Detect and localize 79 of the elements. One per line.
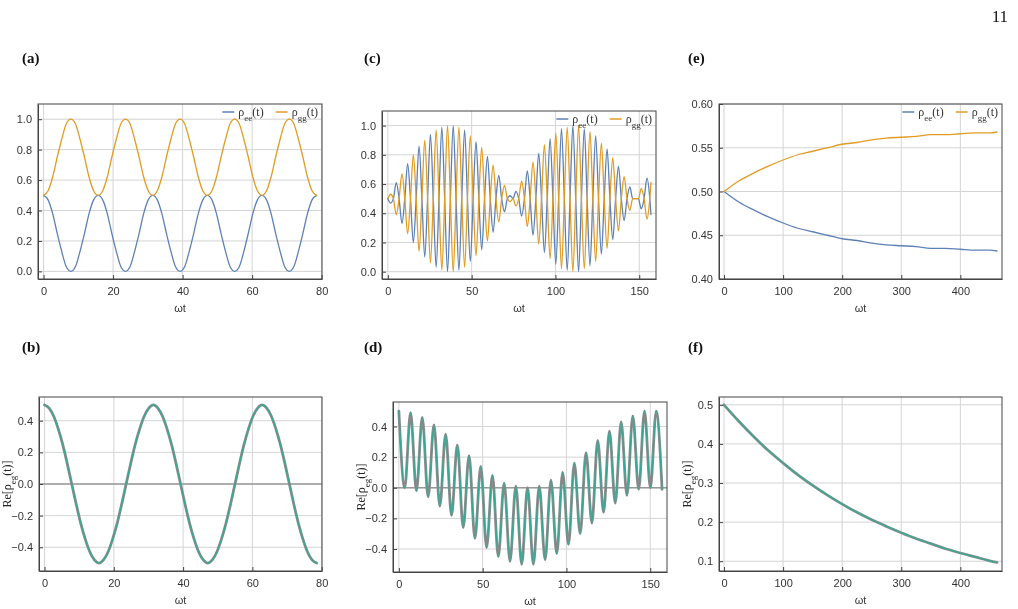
y-tick-label: 0.4 [17,414,33,427]
x-tick-label: 400 [951,576,971,589]
x-tick-label: 150 [630,284,649,297]
x-tick-label: 400 [951,284,971,297]
x-axis-title: ωt [854,302,867,314]
x-tick-label: 0 [721,576,728,589]
y-tick-label: 0.50 [691,185,713,198]
chart-title: (c) [364,50,381,67]
text: 11 [991,7,1008,26]
y-tick-label: 0.45 [691,229,713,242]
y-tick-label: 0.0 [16,265,32,278]
y-tick-label: 0.0 [360,265,376,278]
y-tick-label: 0.2 [360,236,376,249]
y-tick-label: −0.4 [11,541,33,554]
y-tick-label: 0.5 [697,398,713,411]
x-axis-title: ωt [524,595,536,607]
chart-title: (a) [22,50,40,67]
x-tick-label: 100 [774,284,793,297]
y-tick-label: 0.6 [16,174,32,187]
y-tick-label: 0.4 [360,207,376,220]
x-tick-label: 50 [477,577,490,590]
y-tick-label: −0.4 [365,543,387,556]
x-tick-label: 300 [892,284,911,297]
y-tick-label: 0.0 [17,478,33,491]
x-tick-label: 40 [176,284,190,297]
x-axis-title: ωt [513,302,525,314]
x-tick-label: 20 [107,284,120,297]
x-tick-label: 60 [246,284,259,297]
y-tick-label: 1.0 [16,113,32,126]
y-tick-label: 0.2 [17,446,33,459]
y-tick-label: 0.60 [691,98,713,111]
x-tick-label: 20 [108,576,121,589]
x-tick-label: 80 [316,576,329,589]
x-tick-label: 200 [833,576,852,589]
y-tick-label: 0.2 [371,451,387,464]
legend-label: ρ$_{ee}$(t) [918,105,944,123]
x-tick-label: 200 [833,284,852,297]
y-tick-label: −0.2 [365,512,387,525]
x-tick-label: 60 [246,576,259,589]
y-tick-label: 1.0 [360,119,376,132]
legend-label: ρ$_{gg}$(t) [971,105,998,123]
y-tick-label: 0.4 [697,437,713,450]
chart-title: (e) [688,50,705,67]
x-tick-label: 50 [466,284,479,297]
y-tick-label: 0.2 [697,516,713,529]
y-tick-label: 0.4 [16,204,32,217]
x-axis-title: ωt [854,594,867,606]
x-tick-label: 100 [546,284,566,297]
x-tick-label: 0 [396,577,403,590]
y-tick-label: 0.4 [371,420,387,433]
y-tick-label: 0.0 [371,481,387,494]
y-tick-label: 0.3 [697,477,713,490]
y-tick-label: 0.55 [691,141,713,154]
x-axis-title: ωt [174,594,187,606]
x-tick-label: 300 [892,576,911,589]
x-axis-title: ωt [174,302,186,314]
y-tick-label: 0.8 [360,148,376,161]
legend-label: ρ$_{ee}$(t) [572,112,598,130]
y-tick-label: −0.2 [11,509,33,522]
legend-label: ρ$_{gg}$(t) [291,105,318,123]
x-tick-label: 100 [774,576,793,589]
y-tick-label: 0.1 [697,555,713,568]
x-tick-label: 0 [385,284,392,297]
legend-label: ρ$_{gg}$(t) [625,112,652,130]
legend-label: ρ$_{ee}$(t) [238,105,264,123]
x-tick-label: 150 [641,577,660,590]
y-tick-label: 0.40 [691,273,713,286]
y-tick-label: 0.2 [16,234,32,247]
chart-title: (b) [22,339,41,356]
x-tick-label: 80 [316,284,329,297]
x-tick-label: 100 [557,577,577,590]
x-tick-label: 40 [177,576,190,589]
x-tick-label: 0 [41,576,49,589]
y-tick-label: 0.8 [16,143,32,156]
y-tick-label: 0.6 [360,178,376,191]
x-tick-label: 0 [721,284,728,297]
x-tick-label: 0 [41,284,48,297]
chart-title: (d) [364,339,383,356]
chart-title: (f) [688,339,703,356]
